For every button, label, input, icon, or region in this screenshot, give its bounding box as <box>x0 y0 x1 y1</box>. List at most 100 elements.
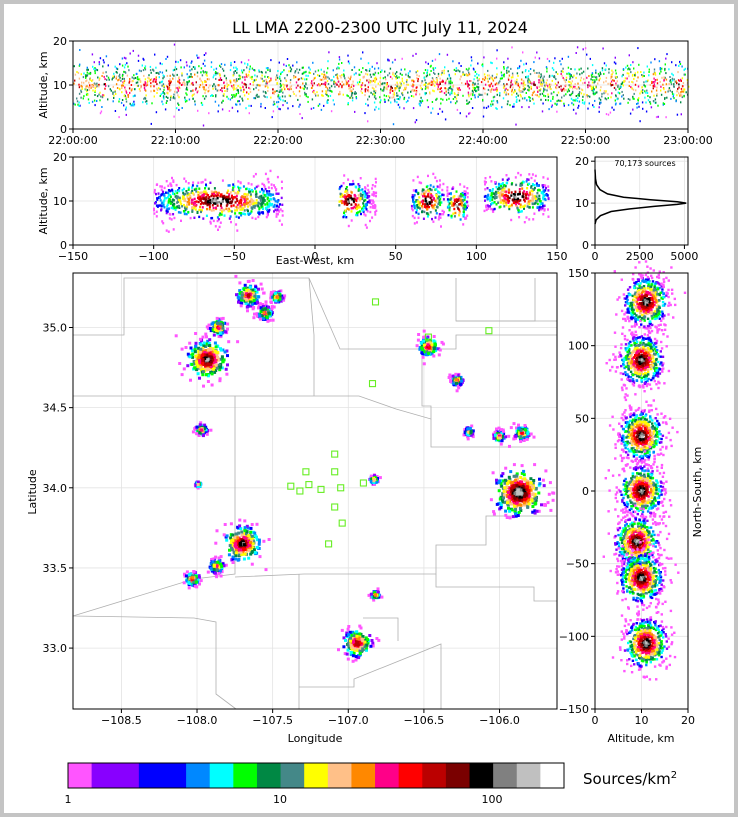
source-cell <box>474 87 477 90</box>
source-cell <box>167 96 169 99</box>
source-cell <box>396 85 398 88</box>
source-cell <box>212 206 215 210</box>
source-cell <box>286 74 288 77</box>
source-cell <box>193 201 196 205</box>
source-cell <box>494 190 497 194</box>
source-cell <box>343 75 345 78</box>
source-cell <box>217 84 219 87</box>
source-cell <box>327 89 329 92</box>
source-cell <box>428 205 430 209</box>
source-cell <box>146 84 149 87</box>
source-cell <box>490 91 492 93</box>
source-cell <box>186 93 188 96</box>
source-cell <box>179 211 182 214</box>
source-cell <box>127 65 129 68</box>
source-cell <box>353 92 356 95</box>
source-cell <box>430 201 433 204</box>
source-cell <box>374 91 377 94</box>
source-cell <box>318 84 320 87</box>
source-cell <box>167 92 169 95</box>
source-cell <box>405 80 408 83</box>
source-cell <box>497 182 500 186</box>
source-cell <box>410 207 413 210</box>
source-cell <box>406 83 408 86</box>
source-cell <box>440 97 442 100</box>
source-cell <box>670 81 672 84</box>
source-cell <box>415 199 418 202</box>
source-cell <box>459 218 462 221</box>
source-cell <box>548 76 551 78</box>
source-cell <box>534 93 537 96</box>
source-cell <box>160 205 163 208</box>
source-cell <box>263 199 266 202</box>
source-cell <box>240 87 242 89</box>
source-cell <box>497 191 500 194</box>
source-cell <box>417 206 420 209</box>
source-cell <box>166 210 169 213</box>
source-cell <box>540 88 542 91</box>
source-cell <box>622 68 625 71</box>
source-cell <box>644 85 647 88</box>
source-cell <box>518 216 521 219</box>
source-cell <box>659 72 661 75</box>
source-cell <box>425 61 427 64</box>
source-cell <box>397 94 399 97</box>
source-cell <box>431 195 434 198</box>
source-cell <box>546 57 549 60</box>
source-cell <box>166 100 168 102</box>
source-cell <box>235 194 238 198</box>
source-cell <box>496 108 498 110</box>
source-cell <box>517 84 520 87</box>
source-cell <box>532 91 534 94</box>
source-cell <box>82 76 85 79</box>
source-cell <box>371 80 373 83</box>
source-cell <box>233 61 236 63</box>
source-cell <box>492 85 494 88</box>
source-cell <box>615 82 617 85</box>
source-cell <box>177 80 179 83</box>
source-cell <box>440 225 442 228</box>
source-cell <box>572 103 575 106</box>
source-cell <box>181 189 184 192</box>
source-cell <box>473 86 475 89</box>
source-cell <box>344 195 347 199</box>
source-cell <box>615 72 617 75</box>
source-cell <box>201 103 204 106</box>
source-cell <box>94 89 96 92</box>
source-cell <box>93 82 96 85</box>
source-cell <box>540 206 543 209</box>
source-cell <box>203 88 205 91</box>
source-cell <box>283 69 285 72</box>
source-cell <box>429 184 432 187</box>
source-cell <box>259 310 263 313</box>
source-cell <box>424 69 427 71</box>
source-cell <box>483 180 486 183</box>
source-cell <box>641 101 644 104</box>
source-cell <box>275 210 278 213</box>
source-cell <box>231 197 234 201</box>
source-cell <box>520 78 523 81</box>
source-cell <box>531 94 534 97</box>
source-cell <box>257 205 260 208</box>
source-cell <box>103 83 105 86</box>
source-cell <box>324 81 326 84</box>
source-cell <box>524 70 527 73</box>
source-cell <box>535 200 538 203</box>
source-cell <box>430 204 433 207</box>
source-cell <box>508 188 511 192</box>
source-cell <box>191 60 193 63</box>
source-cell <box>112 100 114 103</box>
source-cell <box>637 71 639 74</box>
source-cell <box>403 89 405 92</box>
source-cell <box>153 191 156 194</box>
source-cell <box>429 187 431 191</box>
source-cell <box>519 184 522 187</box>
source-cell <box>346 81 348 84</box>
source-cell <box>150 90 152 93</box>
source-cell <box>536 94 538 97</box>
source-cell <box>429 211 432 214</box>
source-cell <box>678 79 681 82</box>
source-cell <box>325 86 327 88</box>
source-cell <box>505 190 508 193</box>
